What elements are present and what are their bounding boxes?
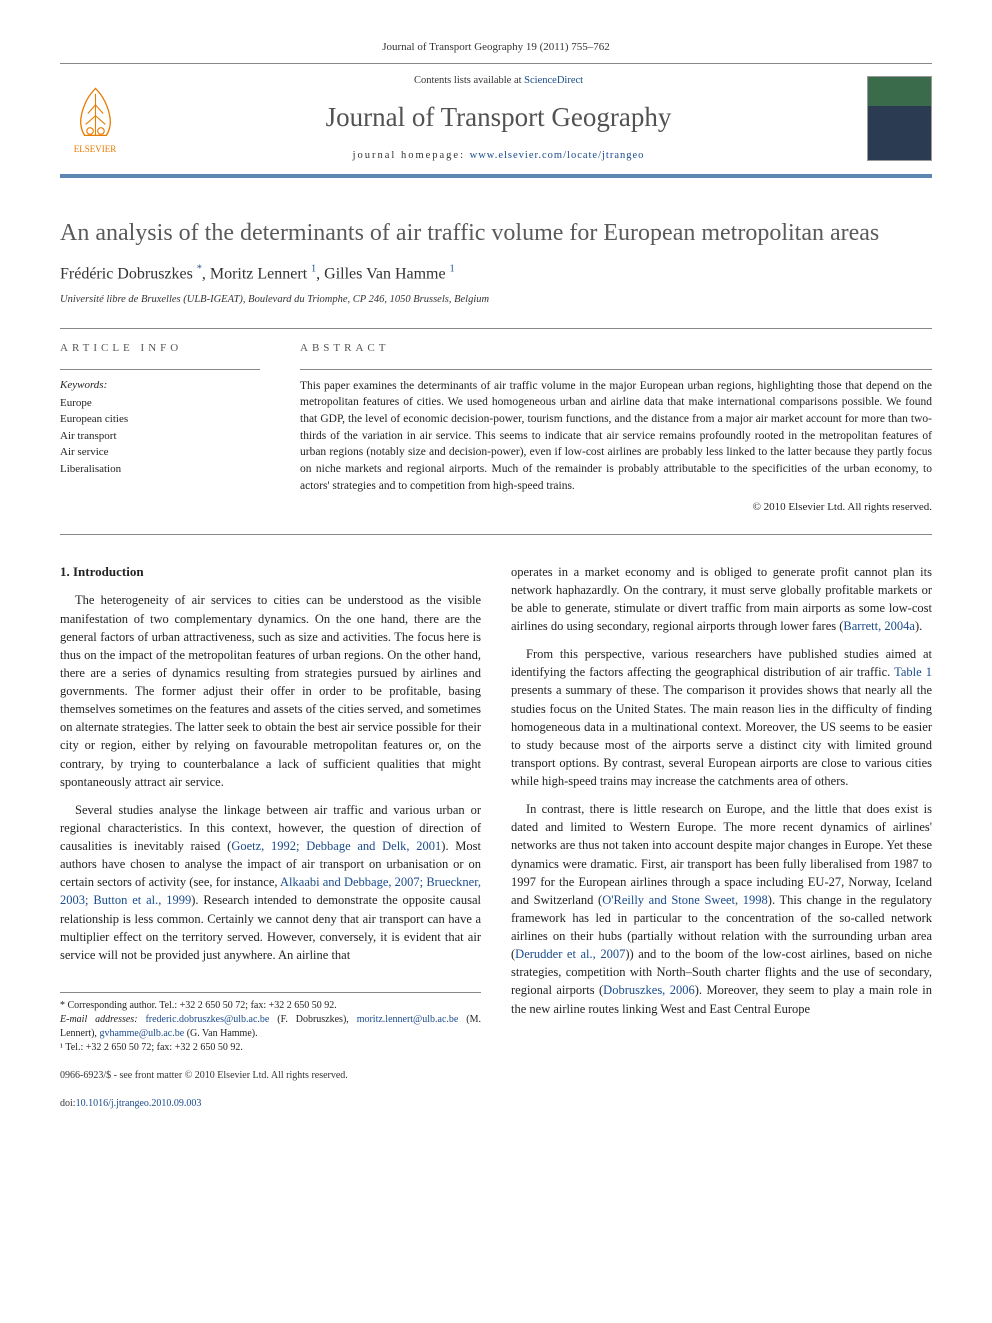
journal-cover-thumb[interactable] [867, 76, 932, 161]
divider-top [60, 328, 932, 329]
email-link[interactable]: frederic.dobruszkes@ulb.ac.be [145, 1014, 269, 1025]
info-divider [60, 369, 260, 370]
col-left: 1. Introduction The heterogeneity of air… [60, 563, 481, 1112]
authors-line: Frédéric Dobruszkes *, Moritz Lennert 1,… [60, 263, 932, 286]
footer-issn: 0966-6923/$ - see front matter © 2010 El… [60, 1069, 481, 1084]
email-link[interactable]: gvhamme@ulb.ac.be [99, 1028, 184, 1039]
elsevier-tree-icon [68, 83, 123, 143]
col2-p3: In contrast, there is little research on… [511, 800, 932, 1018]
author-1: Frédéric Dobruszkes [60, 265, 193, 282]
ref-link[interactable]: Derudder et al., 2007 [515, 947, 625, 961]
keywords-label: Keywords: [60, 378, 260, 393]
article-title: An analysis of the determinants of air t… [60, 218, 932, 249]
author-2-marker[interactable]: 1 [307, 265, 316, 282]
affiliation: Université libre de Bruxelles (ULB-IGEAT… [60, 293, 932, 308]
intro-p2: Several studies analyse the linkage betw… [60, 801, 481, 964]
intro-heading: 1. Introduction [60, 563, 481, 582]
intro-p1: The heterogeneity of air services to cit… [60, 591, 481, 790]
divider-bottom [60, 534, 932, 535]
elsevier-label: ELSEVIER [74, 143, 117, 156]
author-1-marker[interactable]: * [193, 265, 202, 282]
ref-link[interactable]: O'Reilly and Stone Sweet, 1998 [602, 893, 768, 907]
article-info-label: ARTICLE INFO [60, 341, 260, 356]
abstract-text: This paper examines the determinants of … [300, 378, 932, 495]
keywords-list: Europe European cities Air transport Air… [60, 395, 260, 478]
abstract-copyright: © 2010 Elsevier Ltd. All rights reserved… [300, 500, 932, 515]
ref-link[interactable]: Barrett, 2004a [843, 619, 915, 633]
homepage-line: journal homepage: www.elsevier.com/locat… [145, 149, 852, 164]
col-right: operates in a market economy and is obli… [511, 563, 932, 1112]
author-2: Moritz Lennert [210, 265, 307, 282]
info-abstract-row: ARTICLE INFO Keywords: Europe European c… [60, 341, 932, 515]
article-info-col: ARTICLE INFO Keywords: Europe European c… [60, 341, 260, 515]
footnotes: * Corresponding author. Tel.: +32 2 650 … [60, 992, 481, 1055]
keyword: Liberalisation [60, 461, 260, 478]
col2-p2: From this perspective, various researche… [511, 645, 932, 790]
citation-text: Journal of Transport Geography 19 (2011)… [382, 41, 610, 53]
footnote-corr: * Corresponding author. Tel.: +32 2 650 … [60, 999, 481, 1013]
citation-header: Journal of Transport Geography 19 (2011)… [60, 40, 932, 55]
keyword: Air service [60, 444, 260, 461]
footnote-tel: ¹ Tel.: +32 2 650 50 72; fax: +32 2 650 … [60, 1041, 481, 1055]
author-3-marker[interactable]: 1 [446, 265, 455, 282]
homepage-link[interactable]: www.elsevier.com/locate/jtrangeo [470, 150, 645, 161]
table-link[interactable]: Table 1 [894, 665, 932, 679]
body-columns: 1. Introduction The heterogeneity of air… [60, 563, 932, 1112]
footer-doi: doi:10.1016/j.jtrangeo.2010.09.003 [60, 1097, 481, 1112]
abstract-col: ABSTRACT This paper examines the determi… [300, 341, 932, 515]
doi-link[interactable]: 10.1016/j.jtrangeo.2010.09.003 [76, 1098, 202, 1109]
contents-line: Contents lists available at ScienceDirec… [145, 74, 852, 89]
col2-p1: operates in a market economy and is obli… [511, 563, 932, 636]
footnote-emails: E-mail addresses: frederic.dobruszkes@ul… [60, 1013, 481, 1041]
journal-banner: ELSEVIER Contents lists available at Sci… [60, 63, 932, 177]
abstract-label: ABSTRACT [300, 341, 932, 356]
keyword: Air transport [60, 428, 260, 445]
keyword: Europe [60, 395, 260, 412]
email-link[interactable]: moritz.lennert@ulb.ac.be [357, 1014, 459, 1025]
elsevier-logo[interactable]: ELSEVIER [60, 79, 130, 159]
keyword: European cities [60, 411, 260, 428]
ref-link[interactable]: Goetz, 1992; Debbage and Delk, 2001 [231, 839, 441, 853]
author-3: Gilles Van Hamme [324, 265, 445, 282]
title-block: An analysis of the determinants of air t… [60, 218, 932, 309]
abstract-divider [300, 369, 932, 370]
sciencedirect-link[interactable]: ScienceDirect [524, 75, 583, 86]
ref-link[interactable]: Dobruszkes, 2006 [603, 983, 695, 997]
journal-name: Journal of Transport Geography [145, 99, 852, 137]
banner-center: Contents lists available at ScienceDirec… [145, 74, 852, 163]
